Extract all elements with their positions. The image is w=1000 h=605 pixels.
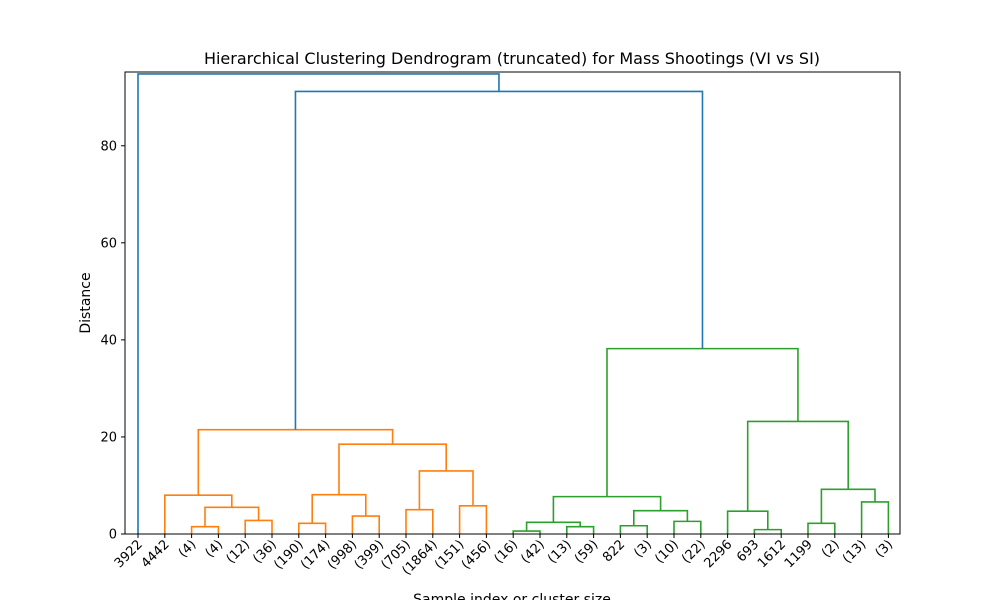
dendrogram-link	[606, 347, 799, 497]
dendrogram-link	[190, 525, 220, 534]
y-tick-label: 80	[100, 139, 117, 154]
dendrogram-link	[820, 488, 876, 524]
dendrogram-link	[746, 420, 849, 512]
dendrogram-link	[294, 90, 704, 430]
dendrogram-link	[244, 519, 273, 534]
axes-frame	[124, 71, 901, 535]
y-axis-ticks: 0 20 40 60 80	[100, 139, 125, 543]
chart-title: Hierarchical Clustering Dendrogram (trun…	[204, 49, 820, 68]
dendrogram-link	[458, 505, 488, 534]
dendrogram-link	[298, 522, 327, 534]
dendrogram-link	[525, 521, 581, 532]
dendrogram-link	[860, 501, 890, 534]
y-axis-label: Distance	[78, 272, 94, 333]
y-tick-label: 0	[109, 528, 117, 543]
x-axis-label: Sample index or cluster size	[413, 592, 611, 600]
dendrogram-link	[807, 522, 836, 534]
y-tick-label: 40	[100, 333, 117, 348]
dendrogram-link	[418, 470, 474, 510]
dendrogram-link	[338, 443, 447, 495]
dendrogram-link	[633, 509, 689, 526]
y-tick-label: 60	[100, 236, 117, 251]
y-tick-label: 20	[100, 430, 117, 445]
dendrogram-link	[566, 525, 595, 534]
dendrogram-link	[197, 428, 394, 496]
dendrogram-link	[137, 73, 500, 534]
dendrogram-link	[204, 506, 260, 527]
dendrogram-links	[137, 73, 890, 534]
